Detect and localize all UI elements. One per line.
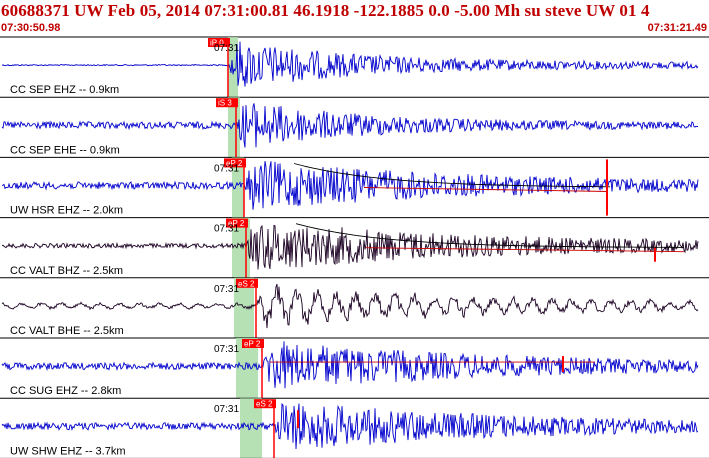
pick-label-box[interactable] [242, 339, 264, 348]
time-tick-label: 07:31 [214, 163, 239, 174]
event-title: 60688371 UW Feb 05, 2014 07:31:00.81 46.… [1, 1, 650, 20]
pick-label-box[interactable] [236, 278, 258, 288]
window-end-time: 07:31:21.49 [647, 22, 707, 34]
waveform-trace[interactable] [1, 41, 699, 87]
station-label: CC SUG EHZ -- 2.8km [10, 385, 121, 397]
time-tick-label: 07:31 [214, 43, 239, 54]
coda-envelope [293, 163, 610, 188]
waveform-trace[interactable] [1, 103, 698, 148]
pick-label-box[interactable] [216, 98, 238, 108]
pick-label: iP 0 [210, 39, 224, 48]
waveform-trace[interactable] [1, 283, 699, 329]
pick-window [236, 338, 258, 399]
event-header: 60688371 UW Feb 05, 2014 07:31:00.81 46.… [0, 0, 709, 37]
time-tick-label: 07:31 [214, 404, 239, 415]
pick-label: eP 2 [228, 219, 245, 228]
pick-label: eS 2 [256, 400, 273, 409]
coda-fit-line [363, 187, 609, 192]
station-label: UW SHW EHZ -- 3.7km [10, 445, 126, 457]
pick-label: iS 3 [218, 99, 232, 108]
pick-label-box[interactable] [208, 38, 230, 47]
station-label: CC VALT BHE -- 2.5km [10, 325, 124, 337]
pick-label: eS 2 [238, 279, 255, 288]
waveform-trace[interactable] [1, 224, 699, 270]
time-tick-label: 07:31 [214, 284, 239, 295]
coda-fit-line [365, 247, 685, 253]
time-tick-label: 07:31 [214, 344, 239, 355]
time-tick-label: 07:31 [214, 224, 239, 235]
waveform-trace[interactable] [1, 403, 699, 450]
waveform-trace[interactable] [1, 161, 699, 210]
pick-window [228, 97, 240, 158]
waveform-trace[interactable] [1, 341, 699, 389]
pick-label: eP 2 [244, 340, 261, 349]
pick-label-box[interactable] [224, 158, 246, 168]
pick-label-box[interactable] [226, 218, 248, 228]
coda-envelope [295, 223, 684, 248]
pick-label: eP 2 [226, 159, 243, 168]
pick-window [240, 398, 262, 458]
pick-label-box[interactable] [254, 399, 276, 409]
station-label: CC SEP EHE -- 0.9km [10, 144, 120, 156]
station-label: CC SEP EHZ -- 0.9km [10, 84, 119, 96]
station-label: UW HSR EHZ -- 2.0km [10, 205, 123, 217]
pick-window [232, 157, 244, 218]
pick-window [228, 37, 238, 98]
station-label: CC VALT BHZ -- 2.5km [10, 265, 123, 277]
window-start-time: 07:30:50.98 [1, 22, 61, 34]
